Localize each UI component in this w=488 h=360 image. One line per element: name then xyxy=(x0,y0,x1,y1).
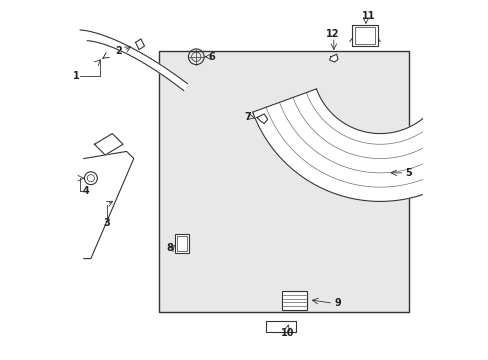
Text: 3: 3 xyxy=(103,218,110,228)
Text: 4: 4 xyxy=(82,186,89,196)
Polygon shape xyxy=(329,54,337,62)
Text: 11: 11 xyxy=(361,11,375,21)
FancyBboxPatch shape xyxy=(282,291,306,310)
FancyBboxPatch shape xyxy=(175,234,189,253)
Text: 10: 10 xyxy=(280,328,293,338)
Polygon shape xyxy=(80,30,187,91)
Text: 1: 1 xyxy=(72,71,79,81)
Text: 7: 7 xyxy=(244,112,251,122)
Text: 12: 12 xyxy=(325,28,339,39)
Polygon shape xyxy=(94,134,123,155)
Polygon shape xyxy=(252,0,488,202)
FancyBboxPatch shape xyxy=(265,321,296,332)
Polygon shape xyxy=(83,152,134,258)
Polygon shape xyxy=(257,114,267,123)
FancyBboxPatch shape xyxy=(351,24,378,46)
FancyBboxPatch shape xyxy=(159,51,408,312)
FancyBboxPatch shape xyxy=(354,27,374,44)
FancyBboxPatch shape xyxy=(177,237,186,251)
Text: 8: 8 xyxy=(166,243,173,253)
Text: 2: 2 xyxy=(115,46,122,56)
Polygon shape xyxy=(135,39,144,50)
Text: 9: 9 xyxy=(333,298,340,308)
Text: 5: 5 xyxy=(405,168,411,178)
Text: 6: 6 xyxy=(208,52,215,62)
